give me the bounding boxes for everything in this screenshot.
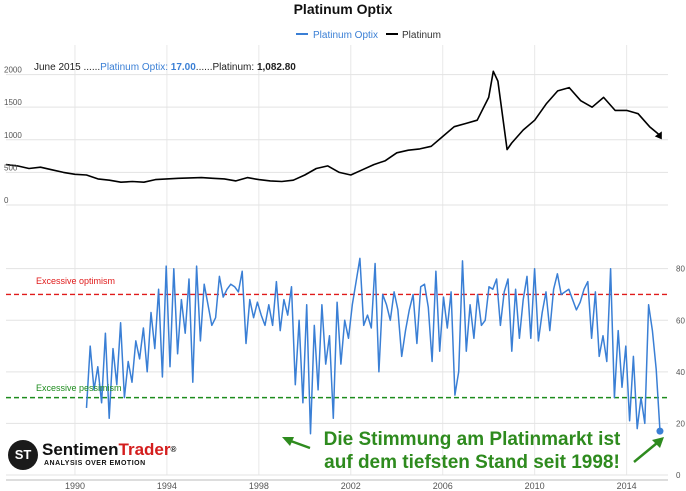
y-tick-label-right-80: 80 [676,265,685,274]
x-tick-label-2010: 2010 [525,481,545,491]
x-tick-label-2006: 2006 [433,481,453,491]
y-tick-label-left-1500: 1500 [4,98,22,107]
legend-label-platinum: Platinum [402,30,441,41]
grid-layer [6,45,668,476]
axis-layer: 1990 1994 1998 2002 2006 2010 2014 0 500 1000 1500… [4,66,685,491]
chart-title: Platinum Optix [294,1,393,17]
annotation-line-1: Die Stimmung am Platinmarkt ist [323,429,621,450]
info-date: June 2015 [34,62,81,73]
y-tick-label-left-0: 0 [4,196,9,205]
y-tick-label-right-0: 0 [676,471,681,480]
x-tick-label-1998: 1998 [249,481,269,491]
arrow-right-head [652,437,664,448]
series-line-platinum [5,70,660,183]
info-sep-2: ...... [196,62,213,73]
info-optix-value: 17.00 [171,62,196,73]
annotation-arrows [282,437,664,463]
sentimentrader-logo: ST SentimenTrader® ANALYSIS OVER EMOTION [8,440,178,472]
x-tick-label-2014: 2014 [617,481,637,491]
logo-tagline: ANALYSIS OVER EMOTION [44,460,146,467]
label-excessive-optimism: Excessive optimism [36,276,115,286]
x-tick-label-2002: 2002 [341,481,361,491]
y-tick-label-left-500: 500 [4,163,18,172]
y-tick-label-right-40: 40 [676,368,685,377]
series-layer [5,70,664,435]
arrow-left-head [282,437,294,446]
series-line-platinum-optix [85,257,661,435]
logo-badge: ST [8,440,38,470]
info-price-value: 1,082.80 [257,62,296,73]
info-line: June 2015 ......Platinum Optix: 17.00...… [34,62,296,73]
annotation-line-2: auf dem tiefsten Stand seit 1998! [324,452,620,473]
current-value-marker [656,427,664,435]
label-excessive-pessimism: Excessive pessimism [36,383,122,393]
y-tick-label-left-2000: 2000 [4,66,22,75]
info-sep-1: ...... [81,62,100,73]
arrow-right [633,442,658,463]
info-price-label: Platinum: [212,62,256,73]
legend: Platinum Optix Platinum [296,30,441,41]
logo-mark: ® [170,445,177,454]
logo-name: SentimenTrader® [42,440,176,460]
x-tick-label-1994: 1994 [157,481,177,491]
y-tick-label-right-60: 60 [676,316,685,325]
x-tick-label-1990: 1990 [65,481,85,491]
legend-label-optix: Platinum Optix [313,30,378,41]
y-tick-label-right-20: 20 [676,419,685,428]
y-tick-label-left-1000: 1000 [4,131,22,140]
logo-name-b: Trader [118,440,171,459]
info-optix-label: Platinum Optix: [100,62,171,73]
annotation: Die Stimmung am Platinmarkt ist auf dem … [292,428,652,474]
logo-name-a: Sentimen [42,440,119,459]
platinum-end-marker [654,131,662,140]
threshold-layer [6,293,668,399]
